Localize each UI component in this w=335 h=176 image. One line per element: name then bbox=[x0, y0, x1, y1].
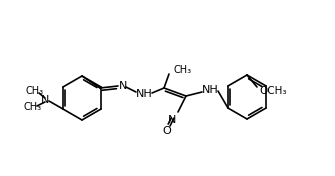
Text: OCH₃: OCH₃ bbox=[259, 86, 287, 96]
Text: CH₃: CH₃ bbox=[174, 65, 192, 75]
Text: N: N bbox=[168, 115, 176, 125]
Text: N: N bbox=[41, 95, 49, 105]
Text: CH₃: CH₃ bbox=[24, 102, 42, 112]
Text: N: N bbox=[119, 81, 127, 91]
Text: NH: NH bbox=[202, 85, 218, 95]
Text: O: O bbox=[162, 126, 172, 136]
Text: CH₃: CH₃ bbox=[26, 86, 44, 96]
Text: NH: NH bbox=[136, 89, 152, 99]
